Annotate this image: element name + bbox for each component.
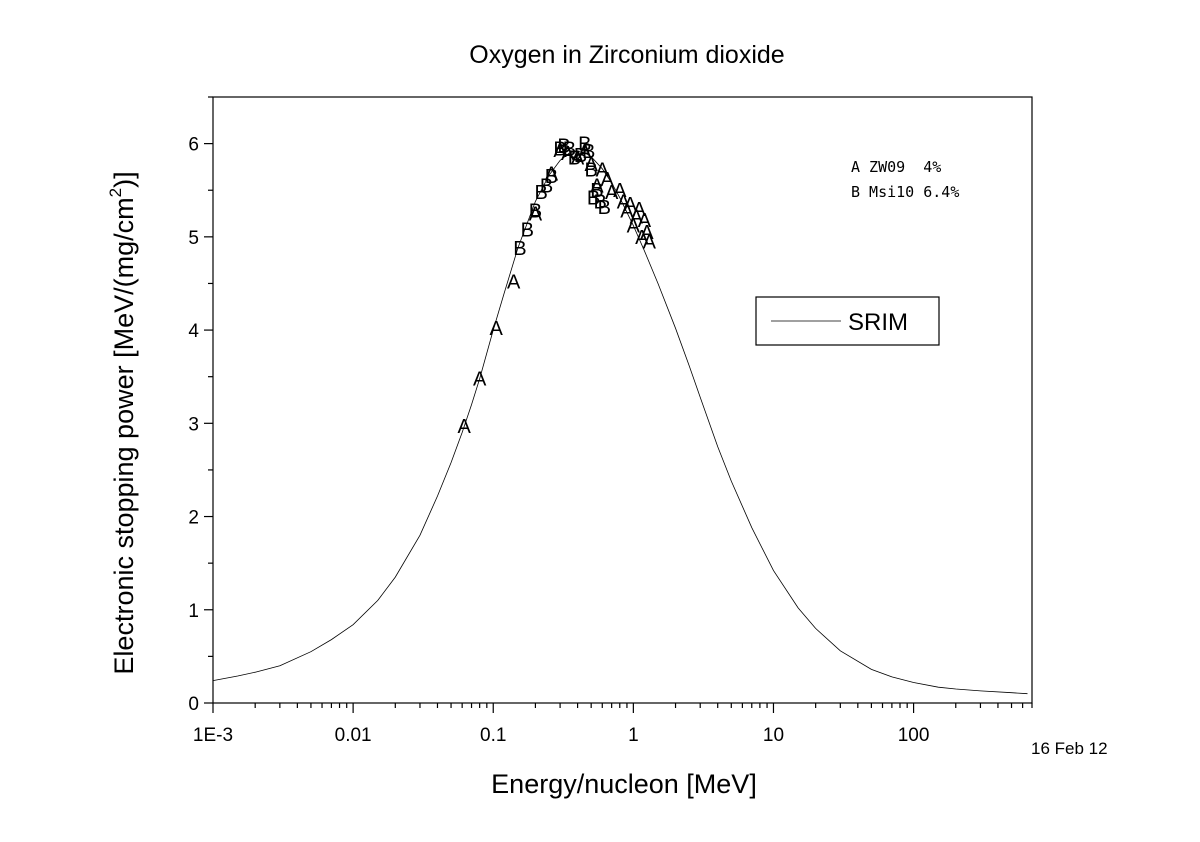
marker-b: B: [582, 141, 595, 163]
y-tick-label: 6: [188, 135, 199, 156]
line-legend-label: SRIM: [848, 309, 908, 336]
y-tick-label: 5: [188, 228, 199, 249]
marker-a: A: [490, 318, 504, 340]
marker-a: A: [624, 194, 638, 216]
marker-a: A: [529, 204, 543, 226]
marker-b: B: [563, 138, 576, 160]
line-legend: SRIM: [755, 296, 940, 346]
data-markers: AAAAAAAAAAAAAAAAAAAAAAAAAABBBBBBBBBBBBBB…: [457, 134, 656, 438]
marker-a: A: [545, 163, 559, 185]
marker-a: A: [638, 210, 652, 232]
marker-a: A: [617, 191, 631, 213]
y-tick-label: 0: [188, 694, 199, 715]
y-tick-label: 1: [188, 601, 199, 622]
marker-b: B: [513, 238, 526, 260]
marker-a: A: [578, 141, 592, 163]
srim-curve: [212, 150, 1028, 695]
x-tick-label: 0.01: [335, 725, 372, 746]
y-axis: 0 1 2 3 4 5 6: [188, 96, 213, 715]
y-tick-label: 3: [188, 414, 199, 435]
marker-a: A: [620, 201, 634, 223]
marker-legend-b: B Msi10 6.4%: [851, 183, 959, 201]
y-axis-title-superscript: 2: [106, 188, 125, 197]
y-axis-title-end: )]: [109, 171, 139, 188]
marker-b: B: [553, 138, 566, 160]
marker-a: A: [596, 160, 610, 182]
marker-b: B: [557, 135, 570, 157]
y-axis-title: Electronic stopping power [MeV/(mg/cm2)]: [106, 171, 139, 674]
plot-frame: [212, 96, 1033, 704]
y-axis-title-main: Electronic stopping power [MeV/(mg/cm: [109, 197, 139, 674]
marker-b: B: [540, 176, 553, 198]
marker-b: B: [529, 201, 542, 223]
marker-b: B: [585, 160, 598, 182]
marker-b: B: [574, 145, 587, 167]
marker-a: A: [613, 180, 627, 202]
x-tick-label: 1: [628, 725, 639, 746]
marker-a: A: [571, 148, 585, 170]
plot-area-border: [212, 96, 1033, 704]
marker-b: B: [598, 197, 611, 219]
date-stamp: 16 Feb 12: [1031, 739, 1108, 758]
marker-a: A: [635, 227, 649, 249]
marker-a: A: [630, 206, 644, 228]
marker-a: A: [632, 199, 646, 221]
marker-b: B: [521, 219, 534, 241]
marker-a: A: [561, 143, 575, 165]
y-tick-label: 4: [188, 321, 199, 342]
marker-a: A: [605, 182, 619, 204]
marker-legend-a: A ZW09 4%: [851, 158, 941, 176]
marker-b: B: [587, 188, 600, 210]
marker-a: A: [643, 232, 657, 254]
y-tick-label: 2: [188, 508, 199, 529]
marker-legend: A ZW09 4% B Msi10 6.4%: [851, 158, 959, 201]
marker-b: B: [568, 148, 581, 170]
marker-b: B: [545, 166, 558, 188]
marker-a: A: [473, 369, 487, 391]
chart-title: Oxygen in Zirconium dioxide: [469, 41, 784, 69]
marker-a: A: [585, 154, 599, 176]
x-tick-label: 0.1: [480, 725, 506, 746]
marker-a: A: [640, 222, 654, 244]
x-axis-title: Energy/nucleon [MeV]: [491, 769, 757, 799]
marker-b: B: [590, 180, 603, 202]
marker-a: A: [590, 176, 604, 198]
x-tick-label: 1E-3: [193, 725, 233, 746]
marker-a: A: [627, 216, 641, 238]
x-tick-label: 100: [898, 725, 930, 746]
marker-a: A: [507, 272, 521, 294]
marker-a: A: [553, 140, 567, 162]
marker-b: B: [535, 182, 548, 204]
marker-a: A: [457, 416, 471, 438]
marker-b: B: [594, 191, 607, 213]
marker-b: B: [578, 134, 591, 156]
x-tick-label: 10: [763, 725, 784, 746]
marker-a: A: [600, 169, 614, 191]
x-axis: 1E-3 0.01 0.1 1 10 100: [193, 703, 1033, 746]
